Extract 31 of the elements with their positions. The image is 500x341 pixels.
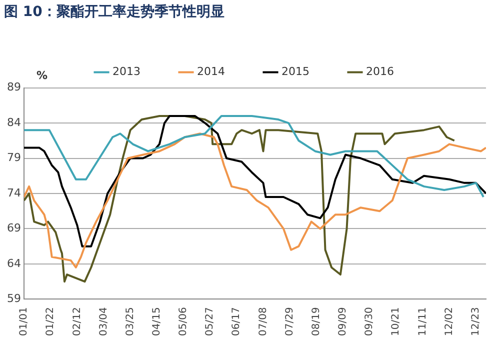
y-axis-title: % [36, 69, 48, 82]
x-tick-label: 08/19 [310, 307, 322, 336]
x-tick-label: 09/09 [338, 307, 349, 336]
x-tick-label: 12/23 [470, 307, 482, 336]
y-tick-label: 69 [6, 222, 21, 235]
legend-label: 2015 [282, 65, 310, 78]
x-tick-label: 04/15 [151, 307, 162, 336]
chart-title: 图 10：聚酯开工率走势季节性明显 [4, 3, 224, 20]
legend-label: 2014 [197, 65, 226, 78]
x-tick-label: 10/21 [390, 307, 402, 336]
y-tick-label: 59 [6, 292, 21, 306]
x-tick-label: 03/04 [98, 307, 110, 336]
x-tick-label: 05/06 [178, 307, 190, 336]
y-tick-label: 64 [6, 256, 21, 270]
legend-label: 2016 [366, 65, 394, 78]
x-tick-label: 03/25 [124, 307, 136, 336]
x-tick-label: 01/22 [45, 307, 56, 336]
x-tick-label: 07/29 [284, 307, 296, 336]
x-tick-label: 06/17 [231, 307, 242, 336]
x-tick-label: 11/11 [417, 307, 428, 336]
y-tick-label: 74 [6, 186, 21, 200]
x-tick-label: 05/27 [204, 307, 216, 336]
legend-label: 2013 [112, 65, 141, 78]
x-tick-label: 09/30 [364, 307, 376, 336]
x-tick-label: 12/02 [444, 307, 455, 336]
y-tick-label: 84 [6, 116, 21, 129]
x-tick-label: 07/08 [258, 307, 269, 336]
x-tick-label: 01/01 [18, 307, 30, 336]
y-tick-label: 89 [6, 80, 21, 94]
y-tick-label: 79 [6, 151, 21, 164]
x-tick-label: 02/12 [72, 307, 83, 336]
